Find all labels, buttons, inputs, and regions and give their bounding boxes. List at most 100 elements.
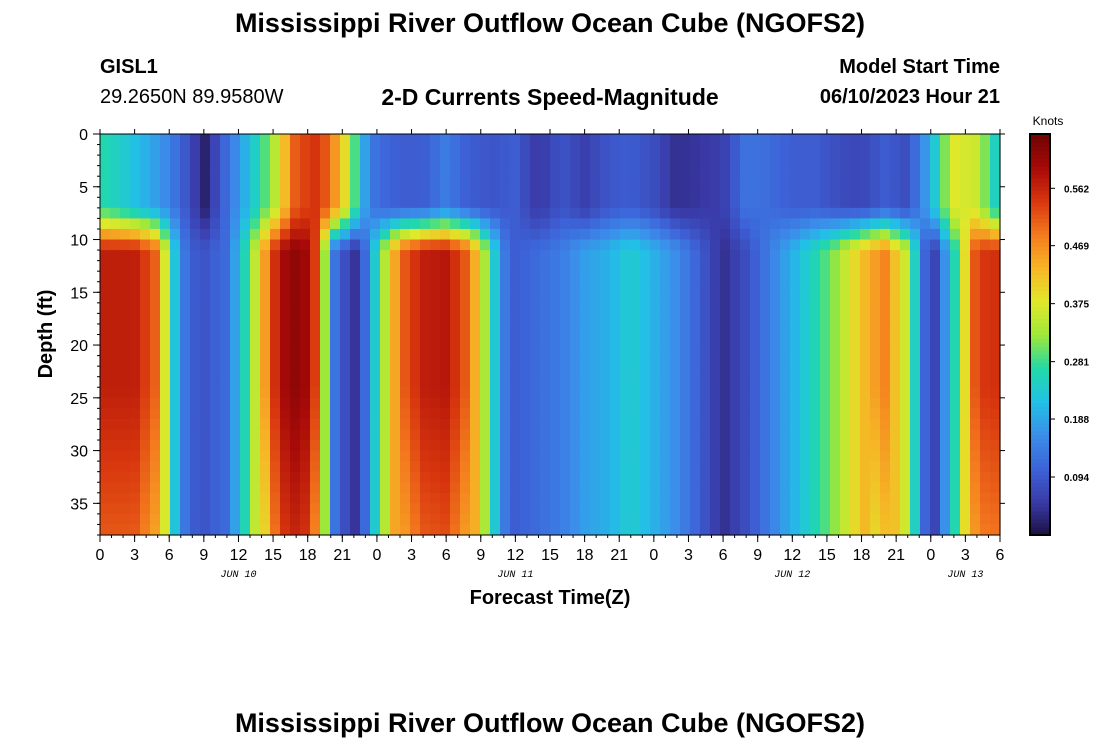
heatmap-cell <box>920 176 931 188</box>
heatmap-cell <box>400 260 411 272</box>
heatmap-cell <box>490 292 501 304</box>
heatmap-cell <box>400 302 411 314</box>
x-tick-label: 6 <box>165 547 174 564</box>
heatmap-cell <box>130 323 141 336</box>
heatmap-cell <box>560 281 571 293</box>
heatmap-cell <box>380 461 391 473</box>
heatmap-cell <box>820 155 831 167</box>
heatmap-cell <box>170 355 181 367</box>
heatmap-cell <box>360 292 371 304</box>
heatmap-cell <box>720 155 731 167</box>
heatmap-cell <box>200 134 211 146</box>
heatmap-cell <box>770 292 781 304</box>
heatmap-cell <box>700 345 711 357</box>
heatmap-cell <box>330 376 341 388</box>
heatmap-cell <box>370 165 381 177</box>
heatmap-cell <box>330 355 341 367</box>
heatmap-cell <box>250 461 261 473</box>
heatmap-cell <box>830 260 841 272</box>
heatmap-cell <box>400 345 411 357</box>
heatmap-cell <box>390 207 401 220</box>
heatmap-cell <box>370 334 381 346</box>
heatmap-cell <box>520 345 531 357</box>
heatmap-cell <box>880 450 891 462</box>
heatmap-cell <box>410 134 421 146</box>
heatmap-cell <box>620 165 631 177</box>
heatmap-cell <box>690 323 701 336</box>
heatmap-cell <box>960 144 971 156</box>
heatmap-cell <box>620 313 631 325</box>
heatmap-cell <box>130 471 141 483</box>
heatmap-cell <box>870 323 881 336</box>
heatmap-cell <box>740 450 751 462</box>
heatmap-cell <box>510 313 521 325</box>
heatmap-cell <box>400 503 411 515</box>
heatmap-cell <box>780 292 791 304</box>
heatmap-cell <box>700 176 711 188</box>
heatmap-cell <box>600 513 611 526</box>
colorbar-segment <box>1030 218 1050 223</box>
heatmap-cell <box>440 260 451 272</box>
heatmap-cell <box>800 144 811 156</box>
heatmap-cell <box>660 429 671 441</box>
heatmap-cell <box>490 271 501 283</box>
heatmap-cell <box>590 271 601 283</box>
heatmap-cell <box>840 228 851 241</box>
heatmap-cell <box>400 334 411 346</box>
heatmap-cell <box>880 176 891 188</box>
heatmap-cell <box>490 418 501 431</box>
heatmap-cell <box>730 397 741 409</box>
heatmap-cell <box>910 281 921 293</box>
heatmap-cell <box>920 387 931 399</box>
heatmap-cell <box>140 281 151 293</box>
heatmap-cell <box>620 524 631 536</box>
heatmap-cell <box>180 260 191 272</box>
heatmap-cell <box>920 207 931 220</box>
heatmap-cell <box>660 440 671 452</box>
heatmap-cell <box>850 334 861 346</box>
heatmap-cell <box>280 197 291 209</box>
heatmap-cell <box>240 418 251 431</box>
heatmap-cell <box>980 323 991 336</box>
heatmap-cell <box>180 250 191 262</box>
heatmap-cell <box>390 408 401 420</box>
heatmap-cell <box>720 186 731 198</box>
x-tick-label: 0 <box>926 547 935 564</box>
heatmap-cell <box>990 271 1001 283</box>
heatmap-cell <box>600 429 611 441</box>
heatmap-cell <box>210 334 221 346</box>
heatmap-cell <box>700 218 711 230</box>
heatmap-cell <box>360 260 371 272</box>
heatmap-cell <box>480 397 491 409</box>
heatmap-cell <box>980 461 991 473</box>
heatmap-cell <box>700 418 711 431</box>
heatmap-cell <box>240 461 251 473</box>
heatmap-cell <box>840 165 851 177</box>
heatmap-cell <box>550 176 561 188</box>
heatmap-cell <box>130 197 141 209</box>
heatmap-cell <box>240 482 251 494</box>
heatmap-cell <box>710 271 721 283</box>
heatmap-cell <box>620 281 631 293</box>
heatmap-cell <box>100 155 111 167</box>
heatmap-cell <box>360 134 371 146</box>
heatmap-cell <box>810 482 821 494</box>
heatmap-cell <box>140 144 151 156</box>
heatmap-cell <box>480 492 491 504</box>
heatmap-cell <box>470 271 481 283</box>
heatmap-cell <box>700 197 711 209</box>
heatmap-cell <box>540 524 551 536</box>
heatmap-cell <box>520 429 531 441</box>
heatmap-cell <box>890 271 901 283</box>
heatmap-cell <box>410 250 421 262</box>
heatmap-cell <box>650 155 661 167</box>
heatmap-cell <box>660 239 671 251</box>
heatmap-cell <box>170 450 181 462</box>
heatmap-cell <box>550 302 561 314</box>
heatmap-cell <box>990 334 1001 346</box>
heatmap-cell <box>770 440 781 452</box>
colorbar-unit: Knots <box>1033 114 1064 128</box>
heatmap-cell <box>690 376 701 388</box>
heatmap-cell <box>160 144 171 156</box>
colorbar-segment <box>1030 274 1050 279</box>
